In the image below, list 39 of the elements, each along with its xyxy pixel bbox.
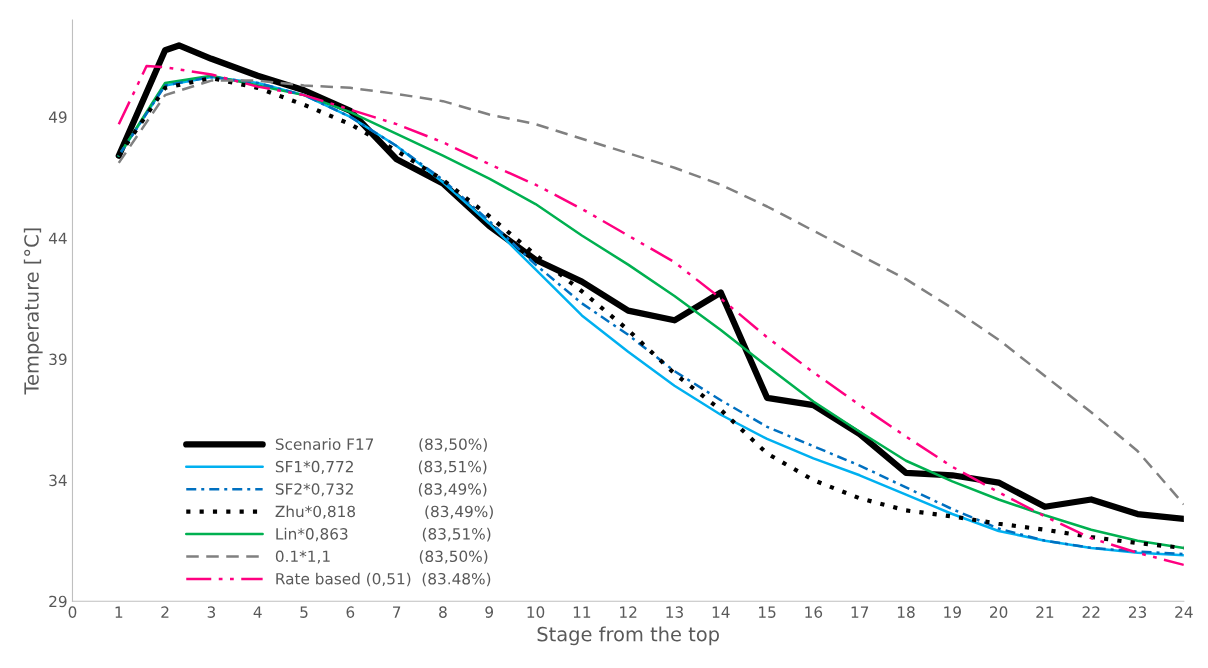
x-tick-label: 8 — [439, 606, 447, 618]
legend-label: Lin*0,863 (83,51%) — [276, 527, 491, 542]
x-tick-label: 15 — [759, 606, 776, 618]
x-tick-label: 16 — [805, 606, 823, 618]
x-tick-label: 17 — [851, 606, 869, 618]
x-tick-label: 7 — [393, 606, 401, 618]
x-tick-label: 13 — [666, 606, 683, 618]
x-tick-label: 1 — [115, 606, 123, 618]
x-tick-label: 9 — [485, 606, 494, 618]
legend-label: Zhu*0,818 (83,49%) — [275, 505, 493, 520]
legend-label: SF2*0,732 (83,49%) — [275, 482, 487, 497]
x-tick-label: 5 — [300, 606, 308, 618]
y-tick-label: 34 — [49, 474, 67, 487]
y-tick-label: 29 — [49, 595, 67, 608]
x-tick-label: 23 — [1128, 606, 1147, 618]
x-axis-title: Stage from the top — [537, 626, 719, 646]
x-tick-label: 3 — [207, 606, 216, 618]
legend-label: Scenario F17 (83,50%) — [275, 438, 487, 452]
x-tick-label: 10 — [527, 606, 545, 618]
x-tick-label: 6 — [346, 606, 355, 618]
y-tick-label: 39 — [49, 353, 67, 366]
x-tick-label: 12 — [620, 606, 637, 618]
x-tick-label: 18 — [897, 606, 915, 618]
x-tick-label: 0 — [68, 606, 77, 618]
x-tick-label: 4 — [253, 606, 262, 618]
x-tick-label: 11 — [573, 606, 591, 618]
y-tick-label: 44 — [48, 232, 67, 244]
legend-label: 0.1*1,1 (83,50%) — [275, 550, 488, 564]
x-tick-label: 22 — [1082, 606, 1100, 618]
y-axis-title: Temperature [°C] — [23, 228, 43, 395]
y-tick-label: 49 — [48, 111, 67, 123]
x-tick-label: 21 — [1036, 606, 1054, 618]
x-tick-label: 19 — [944, 606, 961, 618]
x-tick-label: 24 — [1175, 606, 1193, 618]
x-tick-label: 20 — [990, 606, 1008, 618]
legend-label: SF1*0,772 (83,51%) — [275, 460, 487, 475]
x-tick-label: 14 — [712, 606, 730, 618]
legend-label: Rate based (0,51) (83.48%) — [276, 572, 491, 587]
x-tick-label: 2 — [161, 606, 169, 618]
